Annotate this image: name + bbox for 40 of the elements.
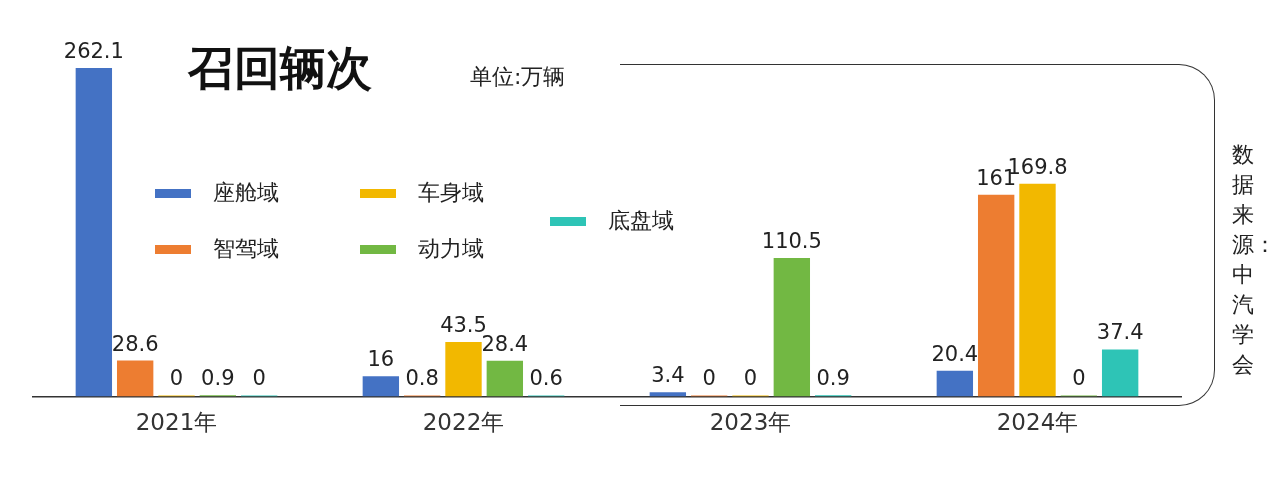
data-label: 28.6 xyxy=(111,331,159,356)
legend-label: 动力域 xyxy=(418,235,484,263)
data-label: 0 xyxy=(252,366,266,391)
data-label: 20.4 xyxy=(931,341,979,366)
data-label: 0 xyxy=(702,366,716,391)
data-label: 0 xyxy=(1072,366,1086,391)
bar xyxy=(977,194,1015,397)
x-tick-label: 2021年 xyxy=(135,409,218,436)
bar xyxy=(75,68,113,397)
bar xyxy=(936,370,974,397)
chart-subtitle: 单位:万辆 xyxy=(470,63,566,91)
data-label: 262.1 xyxy=(63,38,124,63)
chart-title: 召回辆次 xyxy=(188,40,372,97)
data-label: 110.5 xyxy=(761,228,822,253)
data-label: 0.9 xyxy=(201,366,235,391)
bar xyxy=(773,257,811,397)
legend-label: 座舱域 xyxy=(213,179,279,207)
source-note: 数据来源：中汽学会 xyxy=(1232,141,1276,379)
data-label: 16 xyxy=(367,347,395,372)
x-tick-label: 2022年 xyxy=(422,409,505,436)
legend-label: 底盘域 xyxy=(608,207,674,235)
data-label: 0 xyxy=(743,366,758,391)
data-label: 0 xyxy=(169,366,184,391)
x-tick-label: 2023年 xyxy=(709,409,792,436)
bar xyxy=(445,341,482,397)
bar xyxy=(116,360,154,397)
data-label: 37.4 xyxy=(1096,320,1144,345)
data-label: 0.6 xyxy=(529,366,563,391)
data-label: 3.4 xyxy=(651,363,685,388)
bar xyxy=(486,360,524,397)
data-label: 0.8 xyxy=(405,366,439,391)
x-tick-label: 2024年 xyxy=(996,409,1079,436)
data-label: 28.4 xyxy=(481,331,529,356)
legend-label: 智驾域 xyxy=(213,235,279,263)
bar xyxy=(1101,349,1139,397)
bar xyxy=(1019,183,1056,397)
bar xyxy=(649,392,687,397)
legend-label: 车身域 xyxy=(418,179,484,207)
data-label: 0.9 xyxy=(816,366,850,391)
bar xyxy=(362,376,400,397)
